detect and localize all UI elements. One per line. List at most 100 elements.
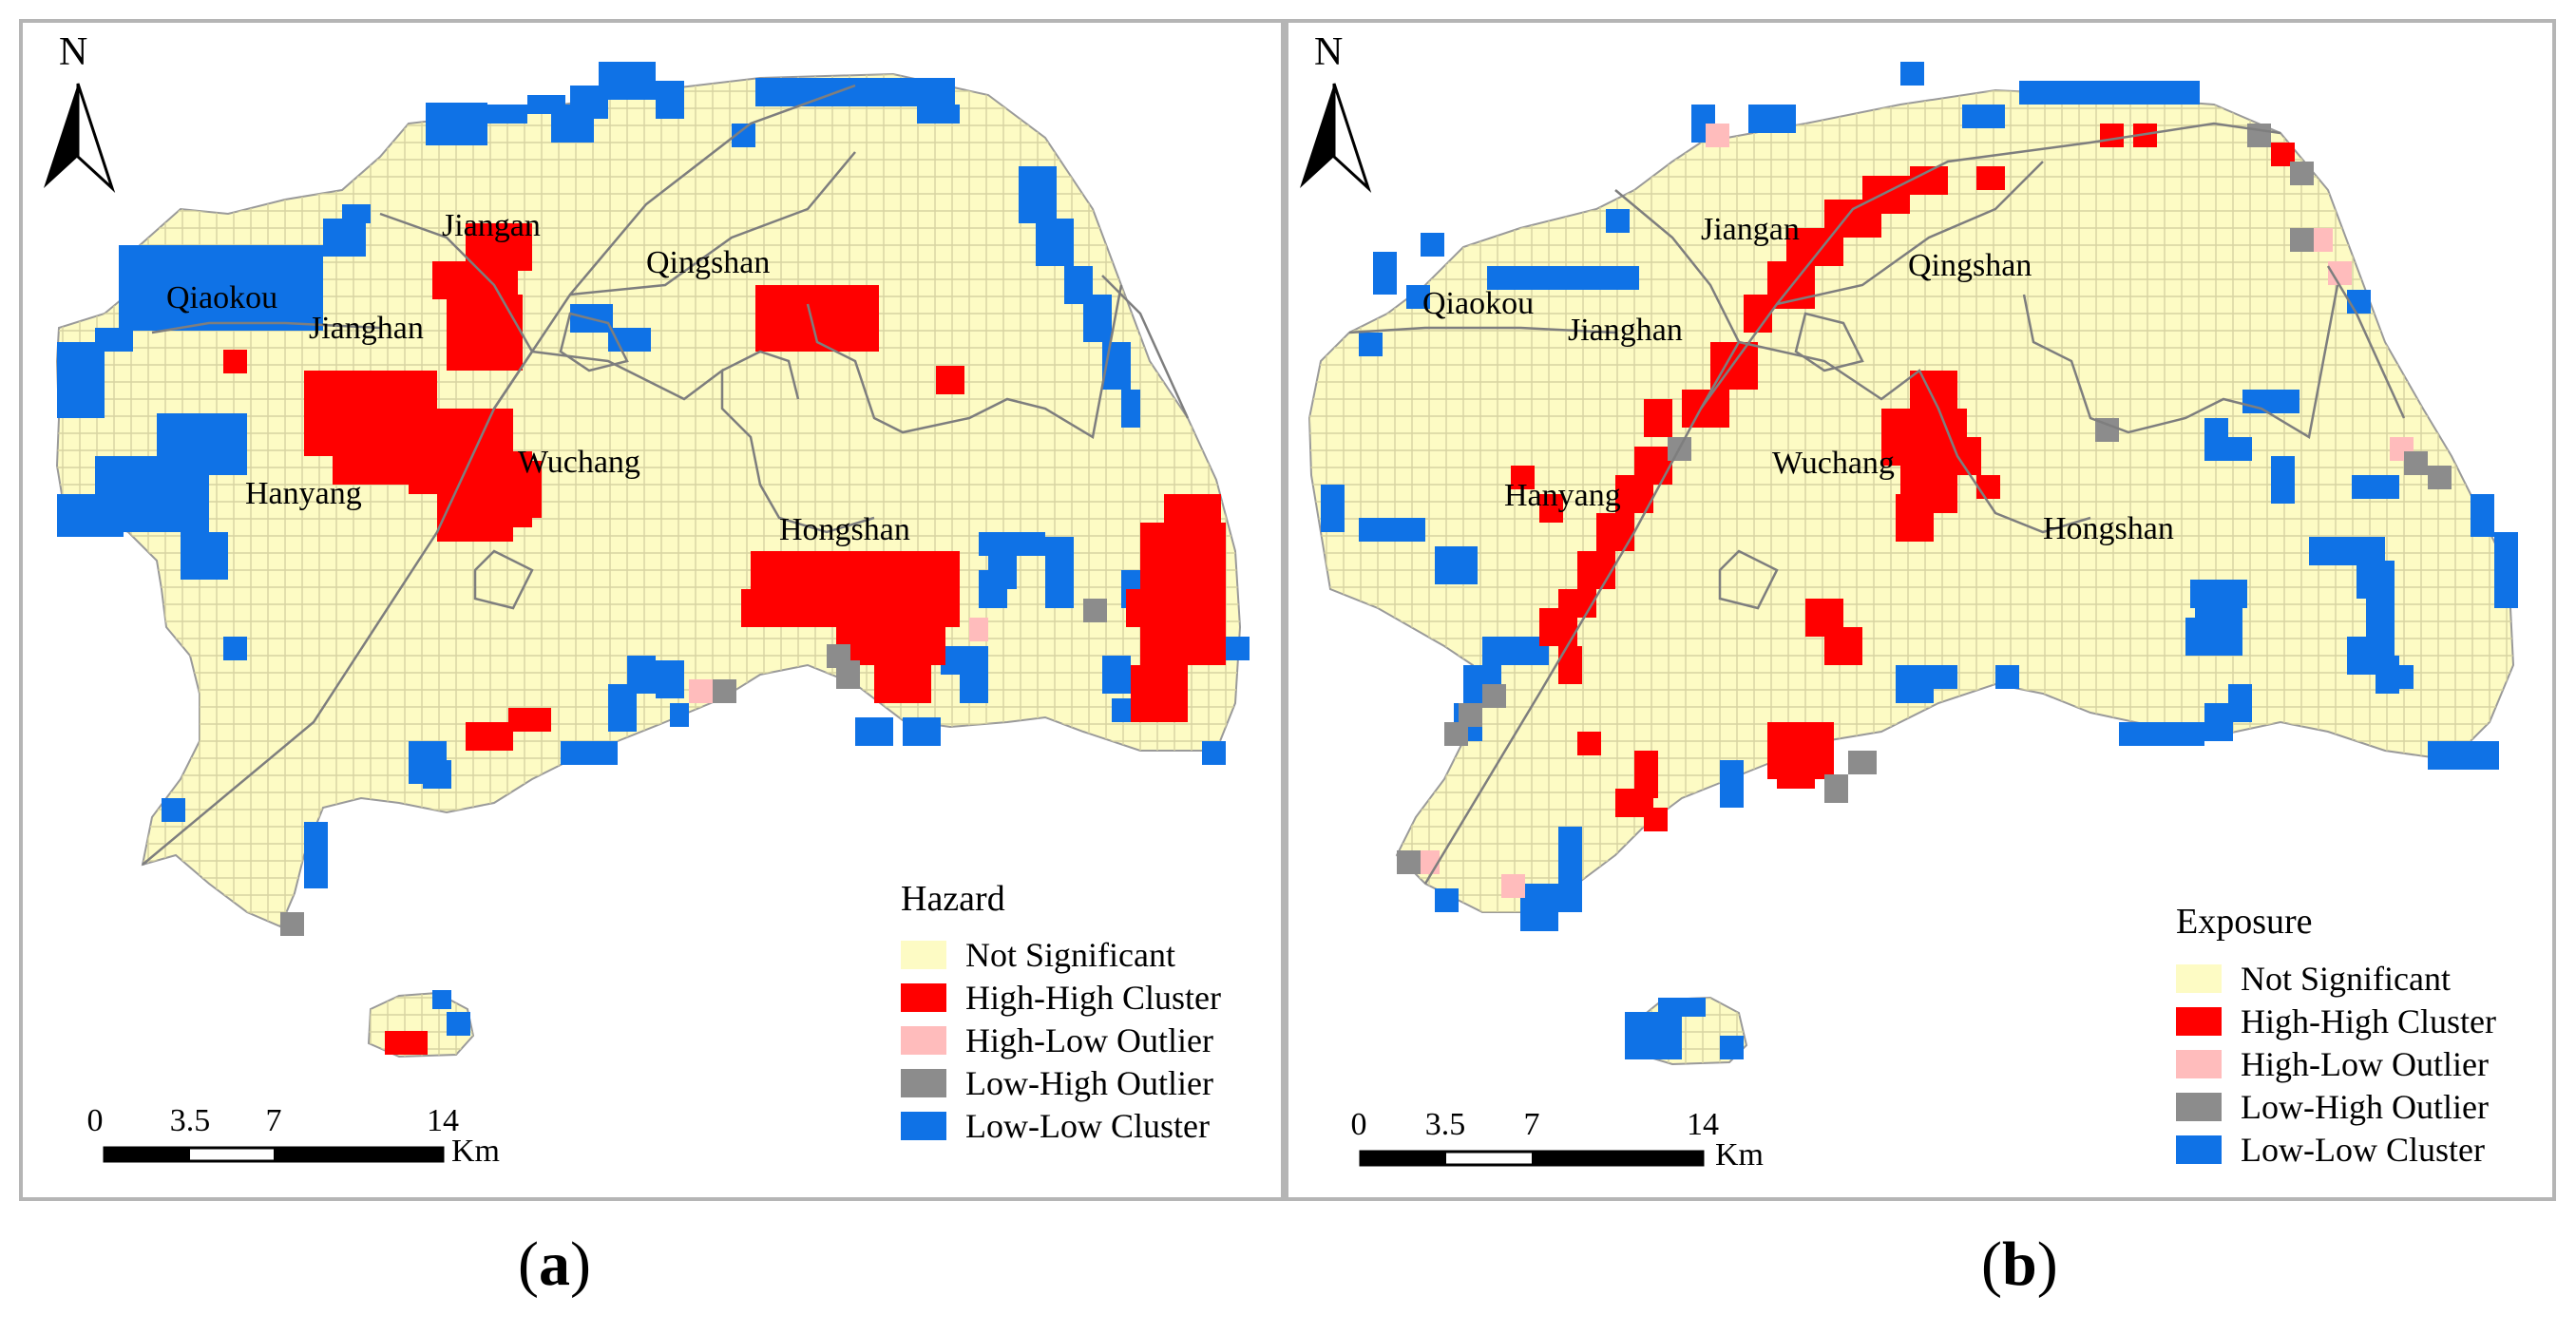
legend-label-high-low: High-Low Outlier — [965, 1021, 1213, 1059]
cell-low-low — [1625, 1012, 1682, 1059]
legend-swatch-high-low — [901, 1026, 946, 1055]
cell-high-high — [1539, 494, 1563, 523]
cell-high-high — [1682, 390, 1729, 428]
legend: Hazard Not Significant High-High Cluster H… — [901, 879, 1221, 1145]
cell-low-low — [162, 798, 185, 822]
panel-exposure: Jiangan Qingshan Qiaokou Jianghan Hanyan… — [1285, 19, 2556, 1201]
district-label-qingshan: Qingshan — [646, 245, 770, 280]
cell-low-low — [1748, 105, 1796, 133]
cell-low-low — [2019, 81, 2152, 105]
district-labels: Jiangan Qiaokou Jianghan Qingshan Hanyan… — [166, 208, 910, 547]
cell-low-low — [2204, 703, 2233, 741]
cell-low-low — [1435, 888, 1459, 912]
district-labels: Jiangan Qingshan Qiaokou Jianghan Hanyan… — [1422, 212, 2174, 546]
north-arrow: N — [44, 30, 116, 193]
cell-low-low — [1995, 665, 2019, 689]
legend-swatch-not-significant — [2176, 964, 2222, 993]
cell-low-low — [426, 103, 487, 145]
cell-low-low — [979, 570, 1007, 608]
district-label-jiangan: Jiangan — [442, 208, 541, 243]
cell-low-low — [2357, 561, 2395, 599]
cell-low-high — [836, 660, 860, 689]
cell-low-low — [1606, 209, 1630, 233]
cell-high-high — [1558, 646, 1582, 684]
cell-low-low — [485, 105, 527, 124]
scale-unit: Km — [451, 1134, 500, 1169]
legend: Exposure Not Significant High-High Cluste… — [2176, 902, 2496, 1169]
north-label: N — [59, 30, 87, 74]
legend-swatch-not-significant — [901, 941, 946, 969]
cell-high-high — [1644, 808, 1668, 831]
cell-low-low — [1487, 266, 1639, 290]
cell-high-high — [1644, 399, 1672, 437]
district-label-jiangan: Jiangan — [1701, 212, 1800, 247]
cell-low-low — [670, 703, 689, 727]
north-label: N — [1314, 30, 1343, 74]
cell-high-high — [1596, 513, 1634, 551]
scale-bar: 0 3.5 7 14 Km — [1351, 1107, 1765, 1173]
cell-low-low — [1896, 665, 1934, 703]
cell-low-low — [561, 741, 618, 765]
district-label-hanyang: Hanyang — [1504, 478, 1621, 513]
cell-low-low — [2494, 532, 2518, 608]
district-label-hanyang: Hanyang — [245, 476, 362, 511]
cell-low-low — [304, 822, 328, 888]
cell-low-low — [1226, 637, 1250, 660]
cell-low-low — [1045, 570, 1074, 608]
cell-low-low — [1359, 518, 1425, 542]
cell-high-high — [466, 722, 513, 751]
cell-low-low — [1720, 1036, 1744, 1059]
scale-tick-3-5: 3.5 — [1425, 1107, 1466, 1142]
legend-title: Hazard — [901, 879, 1005, 919]
cell-low-low — [2133, 81, 2200, 105]
legend-swatch-high-low — [2176, 1050, 2222, 1078]
cell-low-high — [713, 679, 736, 703]
cell-low-high — [2290, 162, 2314, 185]
cell-high-high — [1824, 627, 1862, 665]
cell-high-low — [1706, 124, 1729, 147]
cell-low-low — [2428, 741, 2499, 770]
north-arrow: N — [1300, 30, 1372, 193]
cell-low-low — [57, 342, 105, 418]
cell-low-low — [2119, 722, 2204, 746]
cell-low-low — [223, 637, 247, 660]
cell-low-low — [447, 1012, 470, 1036]
cell-low-low — [1373, 252, 1397, 295]
cell-high-high — [751, 551, 960, 627]
district-label-qingshan: Qingshan — [1908, 248, 2032, 283]
cell-low-high — [2290, 228, 2314, 252]
district-boundaries — [1348, 122, 2406, 885]
scale-tick-14: 14 — [1687, 1107, 1719, 1142]
cell-low-low — [432, 990, 451, 1009]
scale-tick-0: 0 — [1351, 1107, 1367, 1142]
panel-hazard: Jiangan Qiaokou Jianghan Qingshan Hanyan… — [19, 19, 1285, 1201]
scale-unit: Km — [1715, 1137, 1764, 1173]
cell-low-low — [1406, 285, 1430, 309]
cell-low-low — [1934, 665, 1957, 689]
cell-low-low — [119, 245, 323, 331]
cell-high-high — [2100, 124, 2124, 147]
cell-low-low — [1083, 295, 1112, 342]
cell-low-low — [2347, 637, 2376, 675]
cell-low-low — [57, 494, 124, 537]
cell-low-low — [1435, 546, 1478, 584]
legend-items: Not Significant High-High Cluster High-Low… — [901, 936, 1221, 1145]
caption-b: (b) — [1981, 1230, 2058, 1299]
cell-high-high — [1126, 589, 1221, 627]
cell-low-low — [1321, 485, 1345, 532]
cell-low-low — [2204, 418, 2228, 461]
legend-swatch-low-high — [901, 1069, 946, 1097]
cluster-cells — [1321, 62, 2518, 1059]
cell-high-high — [385, 1031, 428, 1055]
legend-label-low-high: Low-High Outlier — [965, 1064, 1213, 1102]
legend-label-not-significant: Not Significant — [2241, 960, 2451, 998]
cell-low-high — [1848, 751, 1877, 774]
legend-items: Not Significant High-High Cluster High-Low… — [2176, 960, 2496, 1169]
cell-low-low — [903, 717, 941, 746]
district-label-wuchang: Wuchang — [1772, 446, 1895, 481]
legend-label-low-low: Low-Low Cluster — [2241, 1131, 2485, 1169]
district-label-qiaokou: Qiaokou — [1422, 286, 1534, 321]
cell-low-low — [423, 760, 451, 789]
cell-high-low — [689, 679, 713, 703]
